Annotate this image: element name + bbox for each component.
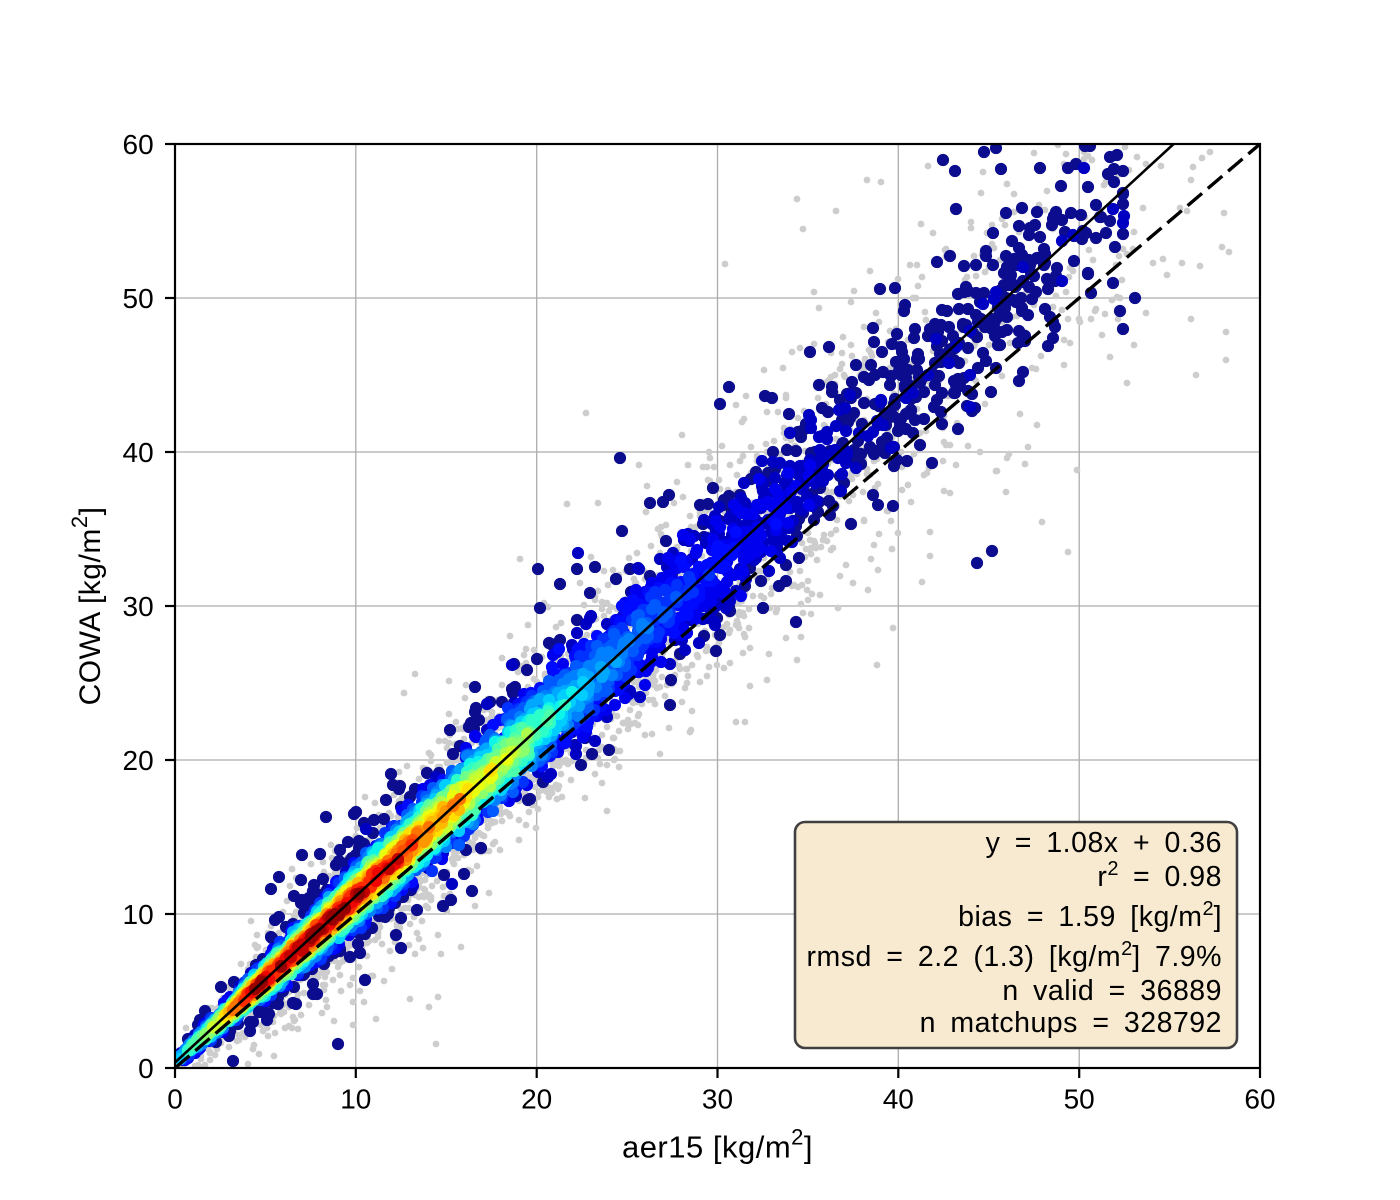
svg-text:60: 60 bbox=[1244, 1084, 1275, 1115]
svg-text:40: 40 bbox=[883, 1084, 914, 1115]
svg-text:20: 20 bbox=[521, 1084, 552, 1115]
svg-text:bias = 1.59 [kg/m2]: bias = 1.59 [kg/m2] bbox=[958, 898, 1222, 933]
svg-text:0: 0 bbox=[167, 1084, 183, 1115]
svg-text:10: 10 bbox=[123, 899, 154, 930]
svg-text:aer15 [kg/m2]: aer15 [kg/m2] bbox=[622, 1125, 813, 1165]
svg-text:20: 20 bbox=[123, 745, 154, 776]
svg-text:30: 30 bbox=[123, 591, 154, 622]
svg-text:60: 60 bbox=[123, 129, 154, 160]
svg-text:rmsd = 2.2 (1.3) [kg/m2] 7.9%: rmsd = 2.2 (1.3) [kg/m2] 7.9% bbox=[807, 938, 1222, 973]
svg-text:r2 = 0.98: r2 = 0.98 bbox=[1097, 858, 1222, 893]
svg-text:n matchups = 328792: n matchups = 328792 bbox=[920, 1007, 1222, 1039]
svg-text:0: 0 bbox=[138, 1053, 154, 1084]
svg-text:30: 30 bbox=[702, 1084, 733, 1115]
svg-text:40: 40 bbox=[123, 437, 154, 468]
svg-text:50: 50 bbox=[1064, 1084, 1095, 1115]
svg-text:y = 1.08x + 0.36: y = 1.08x + 0.36 bbox=[986, 827, 1222, 859]
svg-text:n valid = 36889: n valid = 36889 bbox=[1002, 975, 1222, 1007]
svg-text:10: 10 bbox=[340, 1084, 371, 1115]
svg-text:50: 50 bbox=[123, 283, 154, 314]
svg-text:COWA [kg/m2]: COWA [kg/m2] bbox=[67, 507, 107, 706]
